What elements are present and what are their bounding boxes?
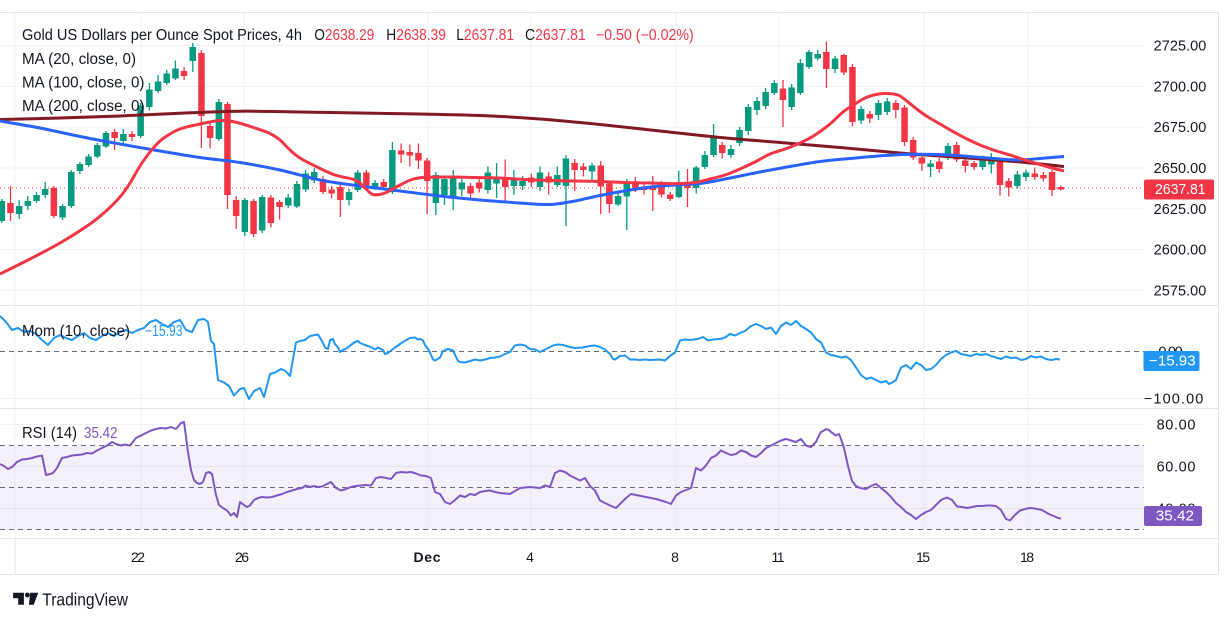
- svg-text:2675.00: 2675.00: [1154, 120, 1207, 136]
- svg-text:C2637.81: C2637.81: [525, 27, 586, 44]
- svg-text:Gold US Dollars per Ounce Spot: Gold US Dollars per Ounce Spot Prices, 4…: [22, 27, 302, 44]
- svg-text:H2638.39: H2638.39: [386, 27, 446, 44]
- svg-text:MA (200, close, 0): MA (200, close, 0): [22, 98, 145, 115]
- svg-text:Mom (10, close): Mom (10, close): [22, 323, 130, 340]
- svg-text:8: 8: [671, 549, 679, 565]
- svg-text:−100.00: −100.00: [1144, 392, 1204, 408]
- svg-text:MA (20, close, 0): MA (20, close, 0): [22, 51, 136, 68]
- svg-text:2700.00: 2700.00: [1154, 79, 1207, 95]
- svg-text:60.00: 60.00: [1157, 460, 1196, 476]
- svg-text:15: 15: [916, 549, 930, 565]
- svg-text:22: 22: [131, 549, 145, 565]
- svg-text:2725.00: 2725.00: [1154, 39, 1207, 55]
- svg-text:−0.50 (−0.02%): −0.50 (−0.02%): [596, 27, 694, 44]
- svg-text:MA (100, close, 0): MA (100, close, 0): [22, 75, 145, 92]
- svg-text:2575.00: 2575.00: [1154, 283, 1207, 299]
- svg-text:Dec: Dec: [414, 549, 441, 565]
- svg-text:4: 4: [526, 549, 534, 565]
- svg-text:11: 11: [772, 549, 785, 565]
- svg-text:O2638.29: O2638.29: [314, 27, 374, 44]
- svg-text:26: 26: [235, 549, 249, 565]
- svg-text:18: 18: [1020, 549, 1034, 565]
- svg-text:35.42: 35.42: [1156, 509, 1194, 525]
- svg-text:2600.00: 2600.00: [1154, 243, 1207, 259]
- svg-text:−15.93: −15.93: [1149, 354, 1196, 370]
- svg-text:2637.81: 2637.81: [1155, 182, 1206, 198]
- svg-text:2650.00: 2650.00: [1154, 161, 1207, 177]
- svg-text:L2637.81: L2637.81: [456, 27, 514, 44]
- svg-text:80.00: 80.00: [1157, 418, 1196, 434]
- svg-text:2625.00: 2625.00: [1154, 202, 1207, 218]
- svg-text:35.42: 35.42: [84, 425, 118, 442]
- svg-text:−15.93: −15.93: [145, 323, 183, 340]
- svg-text:TradingView: TradingView: [42, 590, 128, 610]
- svg-text:RSI (14): RSI (14): [22, 425, 77, 442]
